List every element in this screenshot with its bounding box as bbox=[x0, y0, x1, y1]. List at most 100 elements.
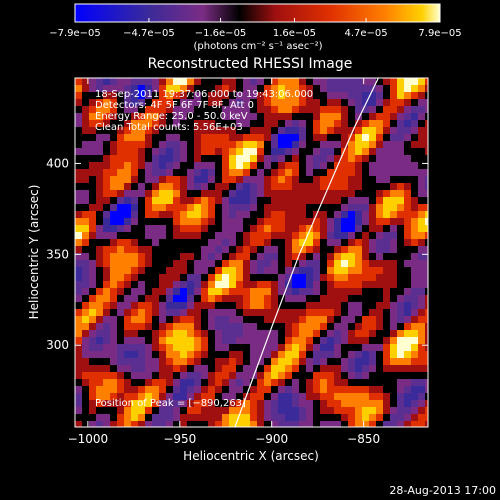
heatmap-cell bbox=[292, 239, 299, 246]
heatmap-cell bbox=[138, 162, 145, 169]
heatmap-cell bbox=[313, 323, 320, 330]
heatmap-cell bbox=[334, 351, 341, 358]
heatmap-cell bbox=[166, 253, 173, 260]
heatmap-cell bbox=[390, 120, 397, 127]
heatmap-cell bbox=[215, 99, 222, 106]
heatmap-cell bbox=[159, 204, 166, 211]
heatmap-cell bbox=[271, 393, 278, 400]
heatmap-cell bbox=[89, 190, 96, 197]
heatmap-cell bbox=[166, 155, 173, 162]
heatmap-cell bbox=[117, 295, 124, 302]
heatmap-cell bbox=[166, 288, 173, 295]
heatmap-cell bbox=[306, 155, 313, 162]
heatmap-cell bbox=[320, 85, 327, 92]
heatmap-cell bbox=[82, 372, 89, 379]
limb-curve bbox=[234, 77, 379, 428]
heatmap-cell bbox=[103, 92, 110, 99]
heatmap-cell bbox=[250, 120, 257, 127]
heatmap-cell bbox=[243, 414, 250, 421]
heatmap-cell bbox=[229, 372, 236, 379]
heatmap-cell bbox=[222, 330, 229, 337]
heatmap-cell bbox=[327, 246, 334, 253]
heatmap-cell bbox=[166, 106, 173, 113]
heatmap-cell bbox=[75, 204, 82, 211]
heatmap-cell bbox=[187, 302, 194, 309]
heatmap-cell bbox=[152, 323, 159, 330]
heatmap-cell bbox=[376, 176, 383, 183]
heatmap-cell bbox=[285, 197, 292, 204]
heatmap-cell bbox=[418, 127, 425, 134]
heatmap-cell bbox=[257, 78, 264, 85]
heatmap-cell bbox=[152, 260, 159, 267]
heatmap-cell bbox=[208, 85, 215, 92]
heatmap-cell bbox=[75, 225, 82, 232]
heatmap-cell bbox=[222, 358, 229, 365]
heatmap-cell bbox=[271, 414, 278, 421]
heatmap-cell bbox=[89, 372, 96, 379]
heatmap-cell bbox=[96, 393, 103, 400]
heatmap-cell bbox=[327, 386, 334, 393]
heatmap-cell bbox=[250, 99, 257, 106]
heatmap-cell bbox=[376, 246, 383, 253]
heatmap-cell bbox=[138, 414, 145, 421]
heatmap-cell bbox=[327, 148, 334, 155]
heatmap-cell bbox=[75, 99, 82, 106]
heatmap-cell bbox=[418, 386, 425, 393]
heatmap-cell bbox=[418, 379, 425, 386]
heatmap-cell bbox=[166, 372, 173, 379]
heatmap-cell bbox=[222, 85, 229, 92]
heatmap-cell bbox=[348, 267, 355, 274]
heatmap-cell bbox=[131, 309, 138, 316]
heatmap-cell bbox=[404, 85, 411, 92]
heatmap-cell bbox=[257, 421, 264, 427]
heatmap-cell bbox=[208, 351, 215, 358]
heatmap-cell bbox=[236, 267, 243, 274]
heatmap-cell bbox=[75, 211, 82, 218]
heatmap-cell bbox=[138, 407, 145, 414]
heatmap-cell bbox=[348, 281, 355, 288]
heatmap-cell bbox=[285, 309, 292, 316]
heatmap-cell bbox=[89, 225, 96, 232]
heatmap-cell bbox=[376, 162, 383, 169]
heatmap-cell bbox=[103, 379, 110, 386]
heatmap-cell bbox=[229, 267, 236, 274]
heatmap-cell bbox=[341, 106, 348, 113]
heatmap-cell bbox=[369, 274, 376, 281]
heatmap-cell bbox=[425, 260, 428, 267]
heatmap-cell bbox=[334, 204, 341, 211]
colorbar-tick-label: 4.7e−05 bbox=[344, 28, 387, 39]
heatmap-cell bbox=[89, 337, 96, 344]
heatmap-cell bbox=[264, 330, 271, 337]
heatmap-cell bbox=[117, 204, 124, 211]
heatmap-cell bbox=[89, 176, 96, 183]
heatmap-cell bbox=[103, 372, 110, 379]
heatmap-cell bbox=[383, 162, 390, 169]
heatmap-cell bbox=[173, 190, 180, 197]
heatmap-cell bbox=[124, 407, 131, 414]
heatmap-cell bbox=[159, 141, 166, 148]
heatmap-cell bbox=[278, 274, 285, 281]
heatmap-cell bbox=[89, 379, 96, 386]
heatmap-cell bbox=[264, 295, 271, 302]
heatmap-cell bbox=[376, 351, 383, 358]
heatmap-cell bbox=[82, 106, 89, 113]
heatmap-cell bbox=[250, 253, 257, 260]
heatmap-cell bbox=[82, 176, 89, 183]
heatmap-cell bbox=[215, 155, 222, 162]
heatmap-cell bbox=[292, 162, 299, 169]
heatmap-cell bbox=[229, 239, 236, 246]
heatmap-cell bbox=[166, 295, 173, 302]
heatmap-cell bbox=[362, 78, 369, 85]
heatmap-cell bbox=[82, 421, 89, 427]
heatmap-cell bbox=[278, 253, 285, 260]
heatmap-cell bbox=[110, 414, 117, 421]
heatmap-cell bbox=[257, 232, 264, 239]
heatmap-cell bbox=[390, 239, 397, 246]
heatmap-cell bbox=[166, 358, 173, 365]
heatmap-cell bbox=[103, 211, 110, 218]
heatmap-cell bbox=[145, 176, 152, 183]
heatmap-cell bbox=[110, 197, 117, 204]
heatmap-cell bbox=[96, 162, 103, 169]
heatmap-cell bbox=[236, 92, 243, 99]
